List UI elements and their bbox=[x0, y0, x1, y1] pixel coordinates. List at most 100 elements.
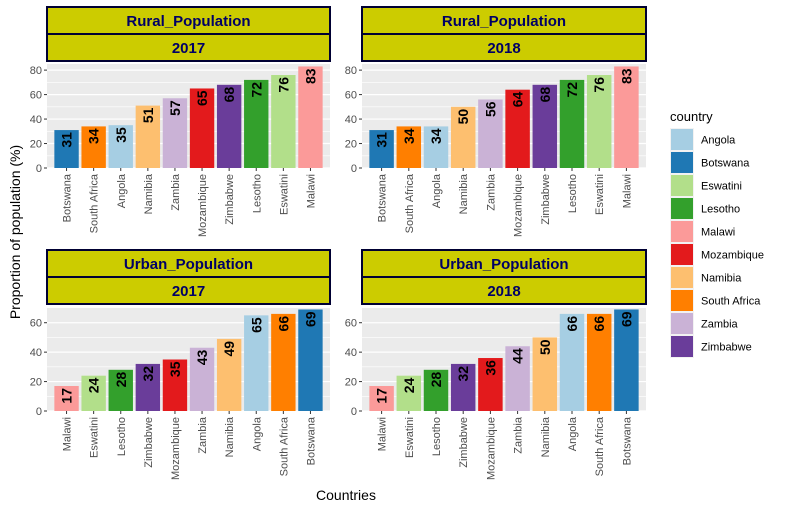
y-tick-label: 20 bbox=[345, 377, 357, 389]
data-label: 65 bbox=[194, 90, 210, 106]
x-tick-label: Zambia bbox=[197, 416, 209, 454]
bar bbox=[54, 130, 79, 168]
x-tick-label: Angola bbox=[431, 173, 443, 208]
bar bbox=[450, 106, 476, 168]
legend-label: Lesotho bbox=[701, 204, 740, 216]
panel: Rural_Population 2018 0 20 40 60 80 31 Botswana 3… bbox=[345, 6, 647, 237]
bar bbox=[81, 375, 106, 411]
data-label: 66 bbox=[591, 316, 607, 332]
facet-strip-variable-label: Rural_Population bbox=[442, 13, 566, 30]
data-label: 76 bbox=[275, 77, 291, 93]
facet-strip-year-label: 2018 bbox=[487, 283, 520, 300]
data-label: 28 bbox=[428, 372, 444, 388]
x-tick-label: Mozambique bbox=[485, 417, 497, 480]
data-label: 65 bbox=[248, 317, 264, 333]
bar bbox=[559, 313, 585, 411]
x-tick-label: Angola bbox=[567, 416, 579, 451]
bar bbox=[614, 309, 639, 411]
data-label: 72 bbox=[564, 82, 580, 98]
legend-title: country bbox=[670, 109, 713, 124]
y-tick-label: 0 bbox=[351, 163, 357, 175]
x-tick-label: Zambia bbox=[485, 173, 497, 211]
bar bbox=[423, 126, 449, 168]
x-tick-label: South Africa bbox=[404, 173, 416, 233]
x-axis-title: Countries bbox=[316, 487, 376, 503]
facet-strip-variable-label: Urban_Population bbox=[124, 256, 253, 273]
y-tick-label: 0 bbox=[36, 406, 42, 418]
data-label: 34 bbox=[86, 128, 102, 144]
data-label: 17 bbox=[59, 388, 75, 404]
y-tick-label: 60 bbox=[30, 318, 42, 330]
facet-strip-year-label: 2017 bbox=[172, 40, 205, 57]
bar bbox=[81, 126, 106, 168]
x-tick-label: Namibia bbox=[458, 173, 470, 214]
x-tick-label: Angola bbox=[116, 173, 128, 208]
data-label: 36 bbox=[482, 360, 498, 376]
data-label: 50 bbox=[455, 109, 471, 125]
x-tick-label: Namibia bbox=[540, 416, 552, 457]
data-label: 34 bbox=[401, 128, 417, 144]
y-tick-label: 40 bbox=[345, 347, 357, 359]
y-tick-label: 20 bbox=[345, 139, 357, 151]
data-label: 76 bbox=[591, 77, 607, 93]
bar bbox=[189, 347, 215, 411]
legend-swatch bbox=[671, 152, 693, 173]
data-label: 51 bbox=[140, 107, 156, 123]
panel: Rural_Population 2017 0 20 40 60 80 31 Botswana 3… bbox=[30, 6, 331, 237]
data-label: 32 bbox=[455, 366, 471, 382]
bar bbox=[189, 88, 215, 168]
data-label: 17 bbox=[374, 388, 390, 404]
bar bbox=[108, 125, 133, 168]
x-tick-label: Zambia bbox=[513, 416, 525, 454]
bar bbox=[271, 75, 296, 168]
x-tick-label: Eswatini bbox=[278, 174, 290, 215]
data-label: 44 bbox=[510, 348, 526, 364]
data-label: 83 bbox=[618, 68, 634, 84]
x-tick-label: Botswana bbox=[62, 173, 74, 222]
bar bbox=[135, 105, 161, 168]
legend-label: Zimbabwe bbox=[701, 342, 752, 354]
x-tick-label: Malawi bbox=[377, 417, 389, 451]
facet-strip-variable bbox=[46, 249, 331, 278]
y-tick-label: 0 bbox=[36, 163, 42, 175]
bar bbox=[244, 315, 269, 411]
x-tick-label: Malawi bbox=[305, 174, 317, 208]
x-tick-label: Eswatini bbox=[89, 417, 101, 458]
bar bbox=[396, 126, 422, 168]
data-label: 49 bbox=[221, 341, 237, 357]
data-label: 66 bbox=[564, 316, 580, 332]
data-label: 72 bbox=[248, 82, 264, 98]
bar bbox=[423, 369, 449, 411]
facet-strip-year bbox=[46, 276, 331, 305]
x-tick-label: Zimbabwe bbox=[224, 174, 236, 225]
x-tick-label: Lesotho bbox=[116, 417, 128, 456]
bar bbox=[135, 363, 161, 411]
bar bbox=[369, 385, 394, 411]
data-label: 56 bbox=[482, 101, 498, 117]
data-label: 66 bbox=[275, 316, 291, 332]
x-tick-label: Lesotho bbox=[251, 174, 263, 213]
bar bbox=[586, 75, 612, 168]
y-tick-label: 20 bbox=[30, 139, 42, 151]
data-label: 64 bbox=[510, 91, 526, 107]
data-label: 57 bbox=[167, 100, 183, 116]
legend-label: Zambia bbox=[701, 319, 739, 331]
bar bbox=[532, 337, 558, 411]
facet-strip-year bbox=[361, 33, 647, 62]
x-tick-label: Zimbabwe bbox=[458, 417, 470, 468]
x-tick-label: Zimbabwe bbox=[143, 417, 155, 468]
bar bbox=[162, 359, 188, 411]
x-tick-label: South Africa bbox=[89, 173, 101, 233]
data-label: 28 bbox=[113, 372, 129, 388]
data-label: 68 bbox=[221, 87, 237, 103]
panel: Urban_Population 2018 0 20 40 60 17 Malawi 24 Esw… bbox=[345, 249, 647, 480]
x-tick-label: South Africa bbox=[594, 416, 606, 476]
facet-strip-variable bbox=[361, 249, 647, 278]
legend-label: Malawi bbox=[701, 227, 735, 239]
x-tick-label: Mozambique bbox=[513, 174, 525, 237]
y-tick-label: 60 bbox=[345, 90, 357, 102]
x-tick-label: Mozambique bbox=[170, 417, 182, 480]
legend-swatch bbox=[671, 290, 693, 311]
x-tick-label: Malawi bbox=[62, 417, 74, 451]
y-tick-label: 60 bbox=[30, 90, 42, 102]
